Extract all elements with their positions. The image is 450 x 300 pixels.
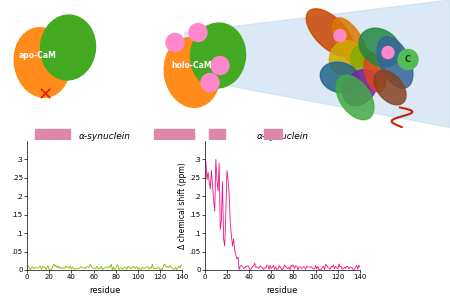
Text: apo-CaM: apo-CaM [19, 51, 57, 60]
Circle shape [382, 46, 394, 58]
Ellipse shape [377, 37, 413, 88]
Ellipse shape [329, 40, 360, 74]
Ellipse shape [336, 75, 374, 120]
Circle shape [334, 29, 346, 41]
X-axis label: residue: residue [267, 286, 298, 295]
Ellipse shape [190, 23, 246, 88]
Title: α-synuclein: α-synuclein [256, 132, 308, 141]
Ellipse shape [14, 28, 70, 97]
Ellipse shape [40, 15, 95, 80]
Circle shape [189, 23, 207, 41]
Ellipse shape [333, 18, 368, 67]
Ellipse shape [164, 38, 220, 107]
Circle shape [211, 56, 229, 74]
Bar [153, 129, 194, 139]
Text: ✕: ✕ [37, 86, 53, 104]
Text: holo-CaM: holo-CaM [172, 61, 212, 70]
Ellipse shape [364, 53, 386, 92]
Polygon shape [185, 0, 450, 128]
Ellipse shape [359, 28, 401, 67]
Ellipse shape [351, 46, 379, 89]
Ellipse shape [320, 62, 360, 93]
Text: C: C [405, 55, 411, 64]
Ellipse shape [306, 9, 354, 56]
Bar [264, 129, 283, 139]
Circle shape [201, 74, 219, 92]
Bar [209, 129, 225, 139]
X-axis label: residue: residue [89, 286, 120, 295]
Y-axis label: Δ chemical shift (ppm): Δ chemical shift (ppm) [178, 162, 187, 249]
Title: α-synuclein: α-synuclein [79, 132, 130, 141]
Ellipse shape [374, 70, 406, 105]
Circle shape [398, 50, 418, 70]
Circle shape [166, 34, 184, 52]
Bar [35, 129, 70, 139]
Ellipse shape [343, 69, 377, 106]
